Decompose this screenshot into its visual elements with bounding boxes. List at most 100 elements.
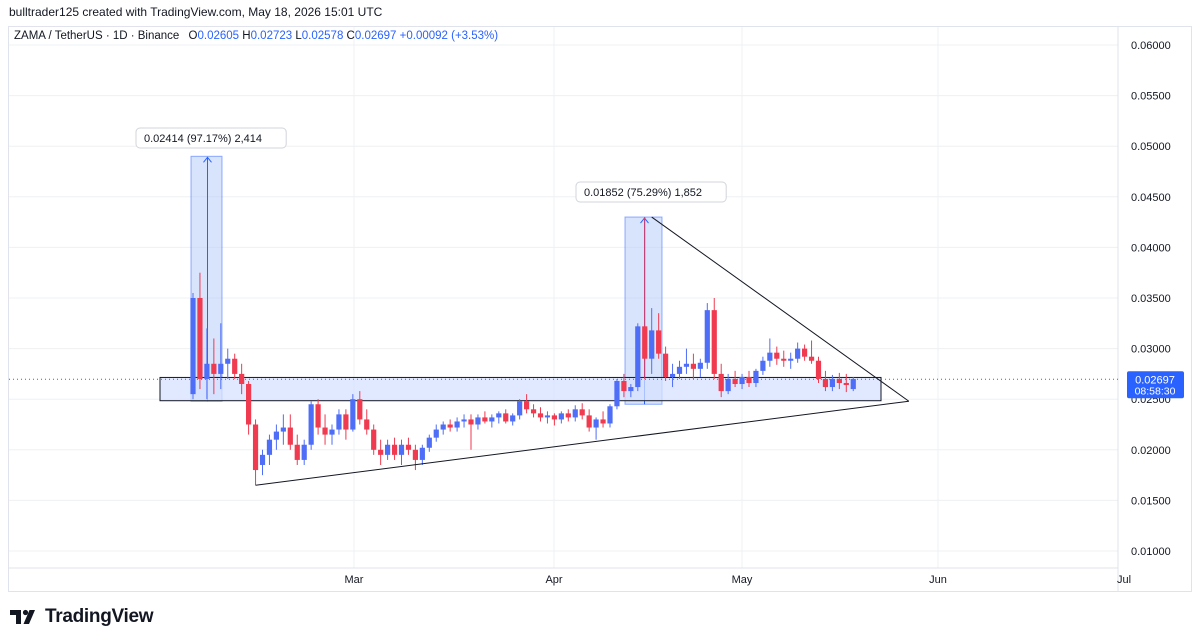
y-tick-label: 0.01500: [1131, 495, 1171, 507]
candle-up: [517, 401, 523, 416]
candle-up: [489, 417, 495, 422]
x-tick-label: Mar: [345, 574, 364, 586]
candle-up: [461, 419, 467, 422]
candle-up: [301, 444, 307, 460]
candle-up: [266, 439, 273, 455]
candle-up: [635, 326, 641, 388]
candle-down: [822, 378, 829, 388]
candle-down: [663, 353, 669, 377]
candle-up: [669, 373, 676, 377]
candle-down: [746, 376, 752, 384]
candle-down: [711, 310, 717, 374]
candle-down: [482, 417, 488, 422]
close-value: 0.02697: [354, 30, 397, 42]
publisher-line: bulltrader125 created with TradingView.c…: [9, 5, 383, 19]
candle-down: [565, 413, 571, 418]
candle-down: [405, 444, 412, 450]
candle-down: [322, 427, 328, 435]
candle-up: [385, 444, 391, 455]
last-price-tag: [1127, 371, 1184, 399]
y-tick-label: 0.06000: [1131, 40, 1171, 52]
candle-up: [607, 406, 613, 424]
candle-down: [197, 298, 203, 379]
y-tick-label: 0.02000: [1131, 445, 1171, 457]
candle-down: [252, 424, 259, 471]
candle-up: [614, 380, 620, 407]
candle-up: [795, 348, 801, 359]
x-tick-label: Jul: [1117, 574, 1131, 586]
candle-up: [225, 358, 231, 364]
high-label: H: [242, 30, 251, 42]
candle-up: [218, 363, 224, 374]
candle-up: [676, 366, 683, 374]
tradingview-logo[interactable]: TradingView: [10, 606, 154, 628]
last-price-value: 0.02697: [1135, 374, 1175, 386]
candle-up: [649, 330, 655, 359]
price-range-label: 0.01852 (75.29%) 1,852: [584, 187, 702, 199]
y-tick-label: 0.03500: [1131, 293, 1171, 305]
candle-up: [398, 444, 405, 455]
candle-down: [232, 358, 238, 374]
ohlc-legend: ZAMA / TetherUS · 1D · Binance O0.02605 …: [14, 30, 498, 42]
candle-up: [725, 378, 731, 392]
candle-up: [739, 376, 745, 385]
candle-up: [190, 298, 196, 395]
candle-down: [656, 330, 662, 354]
candle-up: [510, 415, 516, 422]
candle-down: [315, 404, 321, 428]
candle-down: [551, 415, 557, 420]
candle-down: [294, 444, 300, 460]
candle-down: [815, 360, 822, 379]
price-range-label-box: [135, 127, 287, 149]
candle-up: [440, 424, 446, 430]
candle-down: [364, 419, 370, 430]
candle-down: [530, 409, 537, 414]
candle-down: [239, 373, 245, 385]
candle-down: [808, 356, 815, 361]
candle-down: [836, 378, 842, 384]
candle-up: [760, 360, 766, 371]
candle-down: [732, 378, 738, 385]
countdown-value: 08:58:30: [1135, 385, 1176, 397]
candle-down: [343, 414, 349, 430]
candle-down: [246, 384, 252, 425]
y-tick-label: 0.04500: [1131, 192, 1171, 204]
x-tick-label: May: [732, 574, 753, 586]
candle-down: [503, 413, 509, 422]
symbol-label[interactable]: ZAMA / TetherUS · 1D · Binance: [14, 30, 180, 42]
ascending-support-trendline: [255, 400, 909, 486]
candle-up: [850, 378, 856, 390]
candle-up: [433, 429, 439, 438]
candle-down: [600, 419, 606, 424]
candle-up: [544, 415, 551, 418]
candle-down: [391, 444, 398, 455]
candle-down: [579, 409, 585, 416]
candle-up: [829, 378, 835, 388]
candle-down: [211, 363, 217, 374]
candle-down: [690, 363, 696, 369]
open-label: O: [188, 30, 198, 42]
chart-pane[interactable]: [8, 26, 1192, 592]
candle-up: [259, 454, 266, 465]
candle-up: [683, 363, 690, 367]
tradingview-brand: TradingView: [45, 606, 154, 627]
y-tick-label: 0.05500: [1131, 91, 1171, 103]
descending-resistance-trendline: [651, 216, 910, 402]
y-tick-label: 0.01000: [1131, 546, 1171, 558]
close-label: C: [346, 30, 355, 42]
candle-up: [593, 419, 599, 428]
candle-down: [781, 358, 787, 361]
y-tick-label: 0.03000: [1131, 344, 1171, 356]
price-range-label: 0.02414 (97.17%) 2,414: [144, 133, 262, 145]
candle-up: [697, 362, 703, 369]
candle-down: [378, 449, 384, 455]
y-tick-label: 0.05000: [1131, 141, 1171, 153]
candle-down: [843, 383, 849, 386]
candle-up: [558, 413, 564, 420]
candle-up: [628, 387, 634, 392]
x-tick-label: Jun: [929, 574, 947, 586]
candle-down: [412, 449, 418, 460]
candle-down: [371, 429, 377, 450]
candle-down: [802, 348, 808, 357]
